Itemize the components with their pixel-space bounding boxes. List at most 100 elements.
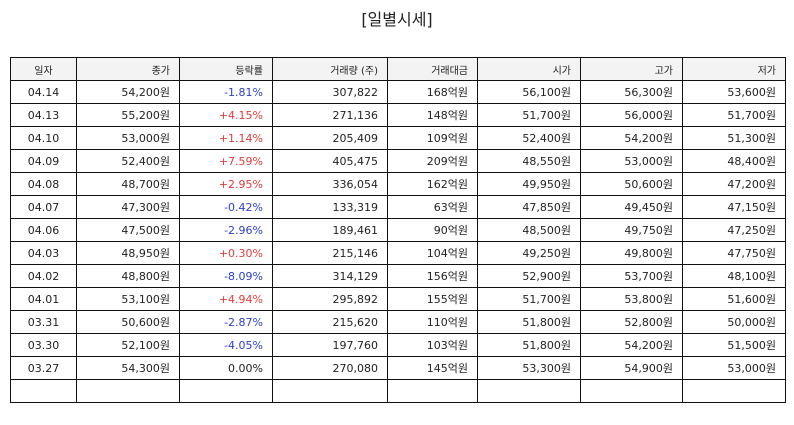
cell-amount: 109억원 bbox=[387, 126, 478, 150]
cell-high: 50,600원 bbox=[580, 172, 683, 196]
cell-amount: 156억원 bbox=[387, 264, 478, 288]
cell-open: 51,800원 bbox=[477, 310, 581, 334]
table-row: 03.31 50,600원 -2.87% 215,620 110억원 51,800원 52,… bbox=[10, 310, 786, 334]
cell-close: 48,950원 bbox=[76, 241, 180, 265]
table-row: 03.27 54,300원 0.00% 270,080 145억원 53,300원 54,9… bbox=[10, 356, 786, 380]
cell-open: 51,700원 bbox=[477, 103, 581, 127]
header-close: 종가 bbox=[76, 57, 180, 81]
table-row bbox=[10, 379, 786, 403]
cell-volume: 215,146 bbox=[272, 241, 388, 265]
cell-date: 04.10 bbox=[10, 126, 77, 150]
cell-high: 49,450원 bbox=[580, 195, 683, 219]
table-row: 04.10 53,000원 +1.14% 205,409 109억원 52,400원 54,… bbox=[10, 126, 786, 150]
table-row: 04.14 54,200원 -1.81% 307,822 168억원 56,100원 56,… bbox=[10, 80, 786, 104]
cell-volume: 189,461 bbox=[272, 218, 388, 242]
table-row: 04.07 47,300원 -0.42% 133,319 63억원 47,850원 49,4… bbox=[10, 195, 786, 219]
header-high: 고가 bbox=[580, 57, 683, 81]
cell-low: 51,300원 bbox=[682, 126, 786, 150]
cell-volume: 314,129 bbox=[272, 264, 388, 288]
header-date: 일자 bbox=[10, 57, 77, 81]
cell-date: 04.06 bbox=[10, 218, 77, 242]
cell-low: 51,600원 bbox=[682, 287, 786, 311]
header-amount: 거래대금 bbox=[387, 57, 478, 81]
cell-low: 48,100원 bbox=[682, 264, 786, 288]
cell-amount: 103억원 bbox=[387, 333, 478, 357]
cell-volume: 133,319 bbox=[272, 195, 388, 219]
cell-open: 53,300원 bbox=[477, 356, 581, 380]
cell-high: 52,800원 bbox=[580, 310, 683, 334]
cell-change: +1.14% bbox=[179, 126, 273, 150]
table-row: 04.02 48,800원 -8.09% 314,129 156억원 52,900원 53,… bbox=[10, 264, 786, 288]
cell-close: 48,700원 bbox=[76, 172, 180, 196]
header-open: 시가 bbox=[477, 57, 581, 81]
cell-change: -1.81% bbox=[179, 80, 273, 104]
cell-amount: 168억원 bbox=[387, 80, 478, 104]
page-title: [일별시세] bbox=[361, 10, 433, 29]
cell-amount: 155억원 bbox=[387, 287, 478, 311]
cell-high bbox=[580, 379, 683, 403]
cell-high: 56,300원 bbox=[580, 80, 683, 104]
cell-date: 04.14 bbox=[10, 80, 77, 104]
cell-close bbox=[76, 379, 180, 403]
cell-amount: 110억원 bbox=[387, 310, 478, 334]
cell-open: 47,850원 bbox=[477, 195, 581, 219]
cell-low: 51,700원 bbox=[682, 103, 786, 127]
cell-close: 47,300원 bbox=[76, 195, 180, 219]
cell-open: 48,500원 bbox=[477, 218, 581, 242]
daily-price-table: 일자 종가 등락률 거래량 (주) 거래대금 시가 고가 저가 04.14 54,… bbox=[10, 57, 786, 403]
cell-volume: 215,620 bbox=[272, 310, 388, 334]
cell-volume: 336,054 bbox=[272, 172, 388, 196]
cell-date bbox=[10, 379, 77, 403]
cell-close: 52,400원 bbox=[76, 149, 180, 173]
cell-change: +2.95% bbox=[179, 172, 273, 196]
cell-close: 53,100원 bbox=[76, 287, 180, 311]
table-row: 04.09 52,400원 +7.59% 405,475 209억원 48,550원 53,… bbox=[10, 149, 786, 173]
cell-change: 0.00% bbox=[179, 356, 273, 380]
cell-low: 48,400원 bbox=[682, 149, 786, 173]
cell-open bbox=[477, 379, 581, 403]
cell-change: -4.05% bbox=[179, 333, 273, 357]
cell-date: 03.27 bbox=[10, 356, 77, 380]
cell-amount: 148억원 bbox=[387, 103, 478, 127]
cell-close: 53,000원 bbox=[76, 126, 180, 150]
cell-date: 04.13 bbox=[10, 103, 77, 127]
cell-date: 04.02 bbox=[10, 264, 77, 288]
cell-volume: 307,822 bbox=[272, 80, 388, 104]
cell-amount: 145억원 bbox=[387, 356, 478, 380]
cell-low: 47,750원 bbox=[682, 241, 786, 265]
cell-close: 47,500원 bbox=[76, 218, 180, 242]
cell-amount: 162억원 bbox=[387, 172, 478, 196]
cell-high: 54,900원 bbox=[580, 356, 683, 380]
cell-high: 54,200원 bbox=[580, 333, 683, 357]
cell-high: 49,750원 bbox=[580, 218, 683, 242]
cell-low: 50,000원 bbox=[682, 310, 786, 334]
cell-open: 49,950원 bbox=[477, 172, 581, 196]
header-volume: 거래량 (주) bbox=[272, 57, 388, 81]
cell-volume: 295,892 bbox=[272, 287, 388, 311]
cell-open: 49,250원 bbox=[477, 241, 581, 265]
cell-high: 53,000원 bbox=[580, 149, 683, 173]
cell-open: 52,900원 bbox=[477, 264, 581, 288]
cell-high: 54,200원 bbox=[580, 126, 683, 150]
table-row: 03.30 52,100원 -4.05% 197,760 103억원 51,800원 54,… bbox=[10, 333, 786, 357]
cell-change: +4.15% bbox=[179, 103, 273, 127]
cell-volume bbox=[272, 379, 388, 403]
cell-date: 03.31 bbox=[10, 310, 77, 334]
cell-change: -2.87% bbox=[179, 310, 273, 334]
cell-high: 56,000원 bbox=[580, 103, 683, 127]
cell-open: 48,550원 bbox=[477, 149, 581, 173]
cell-low: 51,500원 bbox=[682, 333, 786, 357]
table-row: 04.01 53,100원 +4.94% 295,892 155억원 51,700원 53,… bbox=[10, 287, 786, 311]
cell-close: 54,200원 bbox=[76, 80, 180, 104]
cell-high: 49,800원 bbox=[580, 241, 683, 265]
cell-date: 04.08 bbox=[10, 172, 77, 196]
cell-open: 51,700원 bbox=[477, 287, 581, 311]
cell-low bbox=[682, 379, 786, 403]
table-row: 04.03 48,950원 +0.30% 215,146 104억원 49,250원 49,… bbox=[10, 241, 786, 265]
cell-date: 03.30 bbox=[10, 333, 77, 357]
cell-date: 04.03 bbox=[10, 241, 77, 265]
cell-change: +0.30% bbox=[179, 241, 273, 265]
header-low: 저가 bbox=[682, 57, 786, 81]
cell-low: 53,000원 bbox=[682, 356, 786, 380]
cell-close: 50,600원 bbox=[76, 310, 180, 334]
